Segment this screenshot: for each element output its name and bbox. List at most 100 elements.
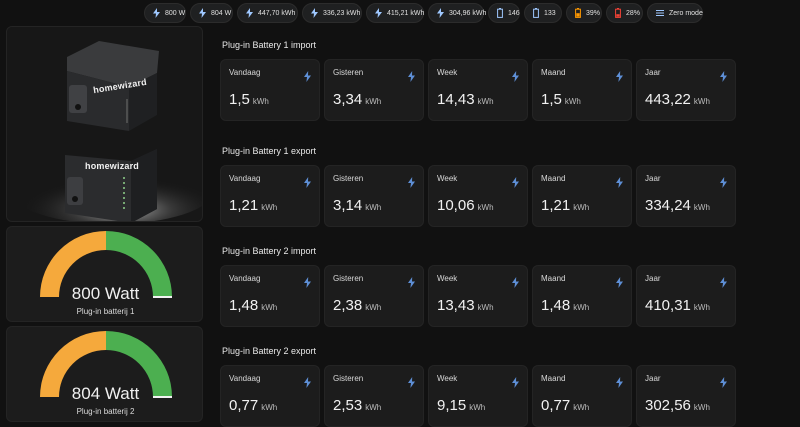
stat-unit: kWh (477, 97, 494, 106)
chip-power-2[interactable]: 804 W (190, 3, 233, 23)
stat-value: 410,31 (645, 297, 691, 314)
stat-value: 0,77 (229, 397, 259, 414)
stat-value-row: 3,34 kWh (333, 91, 381, 108)
flash-icon (153, 8, 160, 18)
stat-unit: kWh (693, 403, 710, 412)
battery-low-icon (615, 8, 621, 18)
stat-value: 1,21 (541, 197, 571, 214)
stat-unit: kWh (365, 303, 382, 312)
gauge-card-1[interactable]: 800 Watt Plug-in batterij 1 (6, 226, 203, 322)
stat-card-maand[interactable]: Maand 1,5 kWh (532, 59, 632, 121)
flash-icon (199, 8, 206, 18)
gauge-dial (40, 331, 172, 398)
list-icon (656, 8, 664, 18)
stat-label: Maand (541, 374, 566, 383)
section-title: Plug-in Battery 1 import (222, 40, 317, 50)
stat-label: Jaar (645, 274, 661, 283)
stat-unit: kWh (469, 403, 486, 412)
stat-unit: kWh (573, 303, 590, 312)
stat-value-row: 302,56 kWh (645, 397, 710, 414)
stat-unit: kWh (365, 97, 382, 106)
chip-energy-3[interactable]: 415,21 kWh (366, 3, 424, 23)
flash-icon (720, 275, 727, 293)
chip-mode[interactable]: Zero mode (647, 3, 703, 23)
stat-value-row: 3,14 kWh (333, 197, 381, 214)
stat-value-row: 1,5 kWh (229, 91, 269, 108)
stat-value: 1,21 (229, 197, 259, 214)
stat-card-maand[interactable]: Maand 1,21 kWh (532, 165, 632, 227)
chip-cycles-1[interactable]: 146 (488, 3, 520, 23)
stat-unit: kWh (573, 403, 590, 412)
flash-icon (375, 8, 382, 18)
chip-charge-2[interactable]: 28% (606, 3, 643, 23)
chip-cycles-2[interactable]: 133 (524, 3, 562, 23)
stat-label: Week (437, 174, 458, 183)
stat-label: Gisteren (333, 68, 364, 77)
stat-card-vandaag[interactable]: Vandaag 1,21 kWh (220, 165, 320, 227)
stat-value-row: 1,48 kWh (541, 297, 589, 314)
stat-card-gisteren[interactable]: Gisteren 2,53 kWh (324, 365, 424, 427)
stat-value-row: 13,43 kWh (437, 297, 494, 314)
stat-card-gisteren[interactable]: Gisteren 3,14 kWh (324, 165, 424, 227)
brand-label-bottom: homewizard (85, 161, 140, 171)
flash-icon (512, 275, 519, 293)
section-title: Plug-in Battery 2 export (222, 346, 317, 356)
stat-value-row: 1,48 kWh (229, 297, 277, 314)
stat-value: 10,06 (437, 197, 475, 214)
stat-label: Maand (541, 68, 566, 77)
chip-energy-4[interactable]: 304,96 kWh (428, 3, 486, 23)
stat-unit: kWh (693, 203, 710, 212)
stat-value: 14,43 (437, 91, 475, 108)
stat-card-jaar[interactable]: Jaar 334,24 kWh (636, 165, 736, 227)
header-chips: 800 W 804 W 447,70 kWh 336,23 kWh 415,21… (0, 3, 800, 23)
section-title: Plug-in Battery 2 import (222, 246, 317, 256)
stat-unit: kWh (564, 97, 581, 106)
stat-card-week[interactable]: Week 9,15 kWh (428, 365, 528, 427)
stat-card-week[interactable]: Week 13,43 kWh (428, 265, 528, 327)
gauge-card-2[interactable]: 804 Watt Plug-in batterij 2 (6, 326, 203, 422)
stat-value: 443,22 (645, 91, 691, 108)
flash-icon (246, 8, 253, 18)
chip-energy-2[interactable]: 336,23 kWh (302, 3, 362, 23)
flash-icon (408, 175, 415, 193)
flash-icon (512, 175, 519, 193)
stat-card-maand[interactable]: Maand 1,48 kWh (532, 265, 632, 327)
stat-label: Gisteren (333, 374, 364, 383)
section-title: Plug-in Battery 1 export (222, 146, 317, 156)
stat-value: 0,77 (541, 397, 571, 414)
stat-card-vandaag[interactable]: Vandaag 1,48 kWh (220, 265, 320, 327)
flash-icon (304, 69, 311, 87)
stat-label: Gisteren (333, 174, 364, 183)
stat-value-row: 410,31 kWh (645, 297, 710, 314)
stat-card-vandaag[interactable]: Vandaag 1,5 kWh (220, 59, 320, 121)
stat-value: 3,14 (333, 197, 363, 214)
stat-card-jaar[interactable]: Jaar 443,22 kWh (636, 59, 736, 121)
stat-label: Jaar (645, 374, 661, 383)
stat-card-vandaag[interactable]: Vandaag 0,77 kWh (220, 365, 320, 427)
flash-icon (616, 275, 623, 293)
stat-value-row: 2,53 kWh (333, 397, 381, 414)
chip-energy-1[interactable]: 447,70 kWh (237, 3, 298, 23)
stat-card-week[interactable]: Week 10,06 kWh (428, 165, 528, 227)
stat-unit: kWh (365, 203, 382, 212)
stat-unit: kWh (693, 303, 710, 312)
chip-charge-1[interactable]: 39% (566, 3, 602, 23)
flash-icon (720, 69, 727, 87)
flash-icon (408, 375, 415, 393)
stat-card-maand[interactable]: Maand 0,77 kWh (532, 365, 632, 427)
flash-icon (304, 275, 311, 293)
battery-outline-icon (497, 8, 503, 18)
chip-power-1[interactable]: 800 W (144, 3, 186, 23)
stat-value-row: 14,43 kWh (437, 91, 494, 108)
flash-icon (720, 375, 727, 393)
stat-card-gisteren[interactable]: Gisteren 2,38 kWh (324, 265, 424, 327)
stat-value-row: 1,5 kWh (541, 91, 581, 108)
stat-value-row: 334,24 kWh (645, 197, 710, 214)
stat-card-jaar[interactable]: Jaar 302,56 kWh (636, 365, 736, 427)
stat-card-week[interactable]: Week 14,43 kWh (428, 59, 528, 121)
stat-value-row: 2,38 kWh (333, 297, 381, 314)
gauge-name: Plug-in batterij 1 (76, 307, 135, 316)
stat-card-jaar[interactable]: Jaar 410,31 kWh (636, 265, 736, 327)
flash-icon (304, 375, 311, 393)
stat-card-gisteren[interactable]: Gisteren 3,34 kWh (324, 59, 424, 121)
